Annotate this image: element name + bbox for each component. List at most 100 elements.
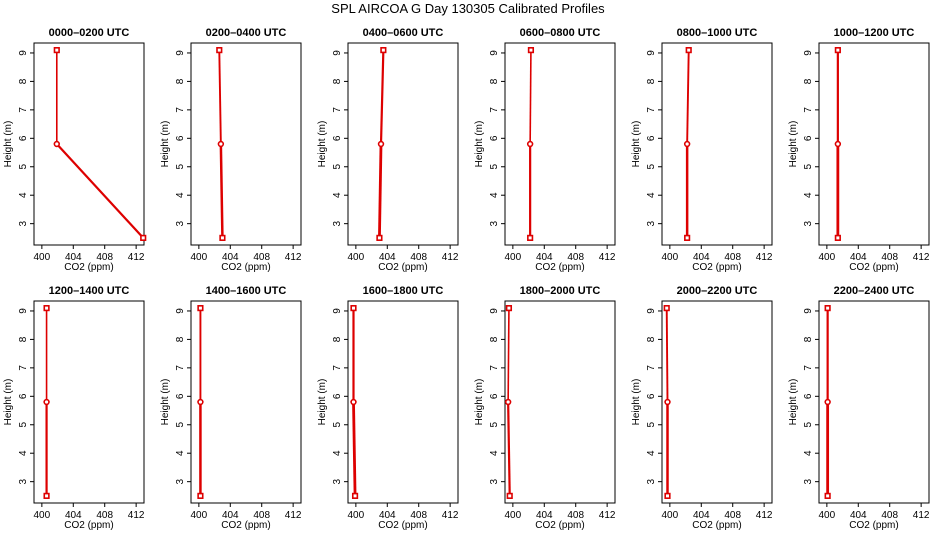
data-point [53, 47, 60, 54]
y-tick-label: 6 [18, 393, 29, 399]
panels-grid: 0000–0200 UTC 400 404 408 412 CO2 (ppm) 3 4 5 6 7 8… [3, 27, 930, 531]
y-tick-label: 9 [646, 308, 657, 314]
profile-panel: 1200–1400 UTC 400 404 408 412 CO2 (ppm) 3 4 5 6 7 8… [3, 285, 145, 531]
plot-frame [33, 42, 145, 246]
y-tick-label: 7 [175, 107, 186, 113]
y-tick-label: 4 [489, 450, 500, 456]
data-point [197, 492, 204, 499]
y-tick-label: 6 [332, 135, 343, 141]
panel-title: 0400–0600 UTC [363, 27, 444, 39]
data-point [216, 47, 223, 54]
y-tick-label: 8 [175, 336, 186, 342]
y-tick-label: 5 [18, 422, 29, 428]
x-tick-label: 412 [599, 252, 616, 263]
y-tick-label: 9 [646, 50, 657, 56]
y-tick-label: 4 [332, 450, 343, 456]
x-tick-label: 412 [756, 252, 773, 263]
x-tick-label: 404 [65, 510, 82, 521]
x-tick-label: 408 [253, 252, 270, 263]
y-tick-label: 7 [175, 365, 186, 371]
x-tick-label: 400 [34, 252, 51, 263]
x-tick-label: 412 [128, 510, 145, 521]
data-point [824, 398, 831, 406]
y-tick-label: 5 [489, 164, 500, 170]
profile-panel: 0800–1000 UTC 400 404 408 412 CO2 (ppm) 3 4 5 6 7 8… [631, 27, 773, 273]
y-tick-label: 8 [489, 336, 500, 342]
x-tick-label: 412 [442, 252, 459, 263]
y-tick-label: 6 [489, 393, 500, 399]
y-tick-label: 8 [646, 336, 657, 342]
plot-frame [818, 300, 930, 504]
x-tick-label: 412 [128, 252, 145, 263]
panel-title: 0800–1000 UTC [677, 27, 758, 39]
x-axis-label: CO2 (ppm) [378, 520, 427, 531]
y-tick-label: 5 [175, 164, 186, 170]
y-tick-label: 6 [175, 393, 186, 399]
profile-panel: 1600–1800 UTC 400 404 408 412 CO2 (ppm) 3 4 5 6 7 8… [317, 285, 459, 531]
y-tick-label: 8 [332, 336, 343, 342]
x-tick-label: 400 [34, 510, 51, 521]
y-tick-label: 4 [646, 450, 657, 456]
plot-frame [504, 300, 616, 504]
y-tick-label: 5 [803, 422, 814, 428]
y-tick-label: 9 [175, 308, 186, 314]
x-axis-label: CO2 (ppm) [692, 262, 741, 273]
profile-panel: 1800–2000 UTC 400 404 408 412 CO2 (ppm) 3 4 5 6 7 8… [474, 285, 616, 531]
x-tick-label: 412 [285, 252, 302, 263]
y-tick-label: 8 [646, 78, 657, 84]
y-tick-label: 3 [489, 220, 500, 226]
y-tick-label: 3 [18, 478, 29, 484]
panel-title: 0600–0800 UTC [520, 27, 601, 39]
y-tick-label: 4 [175, 450, 186, 456]
y-tick-label: 9 [803, 50, 814, 56]
y-tick-label: 6 [646, 393, 657, 399]
x-axis-label: CO2 (ppm) [692, 520, 741, 531]
y-tick-label: 3 [18, 220, 29, 226]
y-axis-label: Height (m) [160, 121, 171, 168]
figure-title: SPL AIRCOA G Day 130305 Calibrated Profi… [331, 1, 605, 16]
data-point [664, 492, 671, 499]
data-point [663, 305, 670, 312]
x-tick-label: 400 [819, 252, 836, 263]
data-point [53, 140, 60, 148]
y-tick-label: 7 [489, 107, 500, 113]
y-tick-label: 8 [18, 78, 29, 84]
profile-panel: 2200–2400 UTC 400 404 408 412 CO2 (ppm) 3 4 5 6 7 8… [788, 285, 930, 531]
y-axis-label: Height (m) [631, 379, 642, 426]
y-tick-label: 6 [332, 393, 343, 399]
x-tick-label: 400 [505, 252, 522, 263]
data-point [834, 47, 841, 54]
data-point [834, 234, 841, 241]
y-tick-label: 8 [803, 78, 814, 84]
data-point [219, 234, 226, 241]
profile-segment [379, 50, 385, 145]
y-tick-label: 7 [803, 365, 814, 371]
y-tick-label: 8 [332, 78, 343, 84]
x-axis-label: CO2 (ppm) [378, 262, 427, 273]
y-tick-label: 9 [18, 308, 29, 314]
x-tick-label: 412 [913, 252, 930, 263]
y-tick-label: 3 [646, 478, 657, 484]
y-axis-label: Height (m) [317, 121, 328, 168]
data-point [197, 305, 204, 312]
x-axis-label: CO2 (ppm) [535, 520, 584, 531]
y-tick-label: 9 [489, 50, 500, 56]
profile-segment [665, 308, 669, 403]
y-tick-label: 7 [18, 107, 29, 113]
y-tick-label: 3 [175, 478, 186, 484]
y-tick-label: 7 [332, 107, 343, 113]
y-tick-label: 7 [646, 365, 657, 371]
y-tick-label: 4 [332, 192, 343, 198]
x-tick-label: 400 [662, 510, 679, 521]
y-tick-label: 7 [18, 365, 29, 371]
y-axis-label: Height (m) [474, 121, 485, 168]
y-tick-label: 5 [489, 422, 500, 428]
y-tick-label: 6 [646, 135, 657, 141]
x-tick-label: 400 [662, 252, 679, 263]
x-tick-label: 404 [693, 510, 710, 521]
y-tick-label: 8 [175, 78, 186, 84]
x-tick-label: 404 [536, 510, 553, 521]
data-point [824, 305, 831, 312]
y-tick-label: 3 [489, 478, 500, 484]
